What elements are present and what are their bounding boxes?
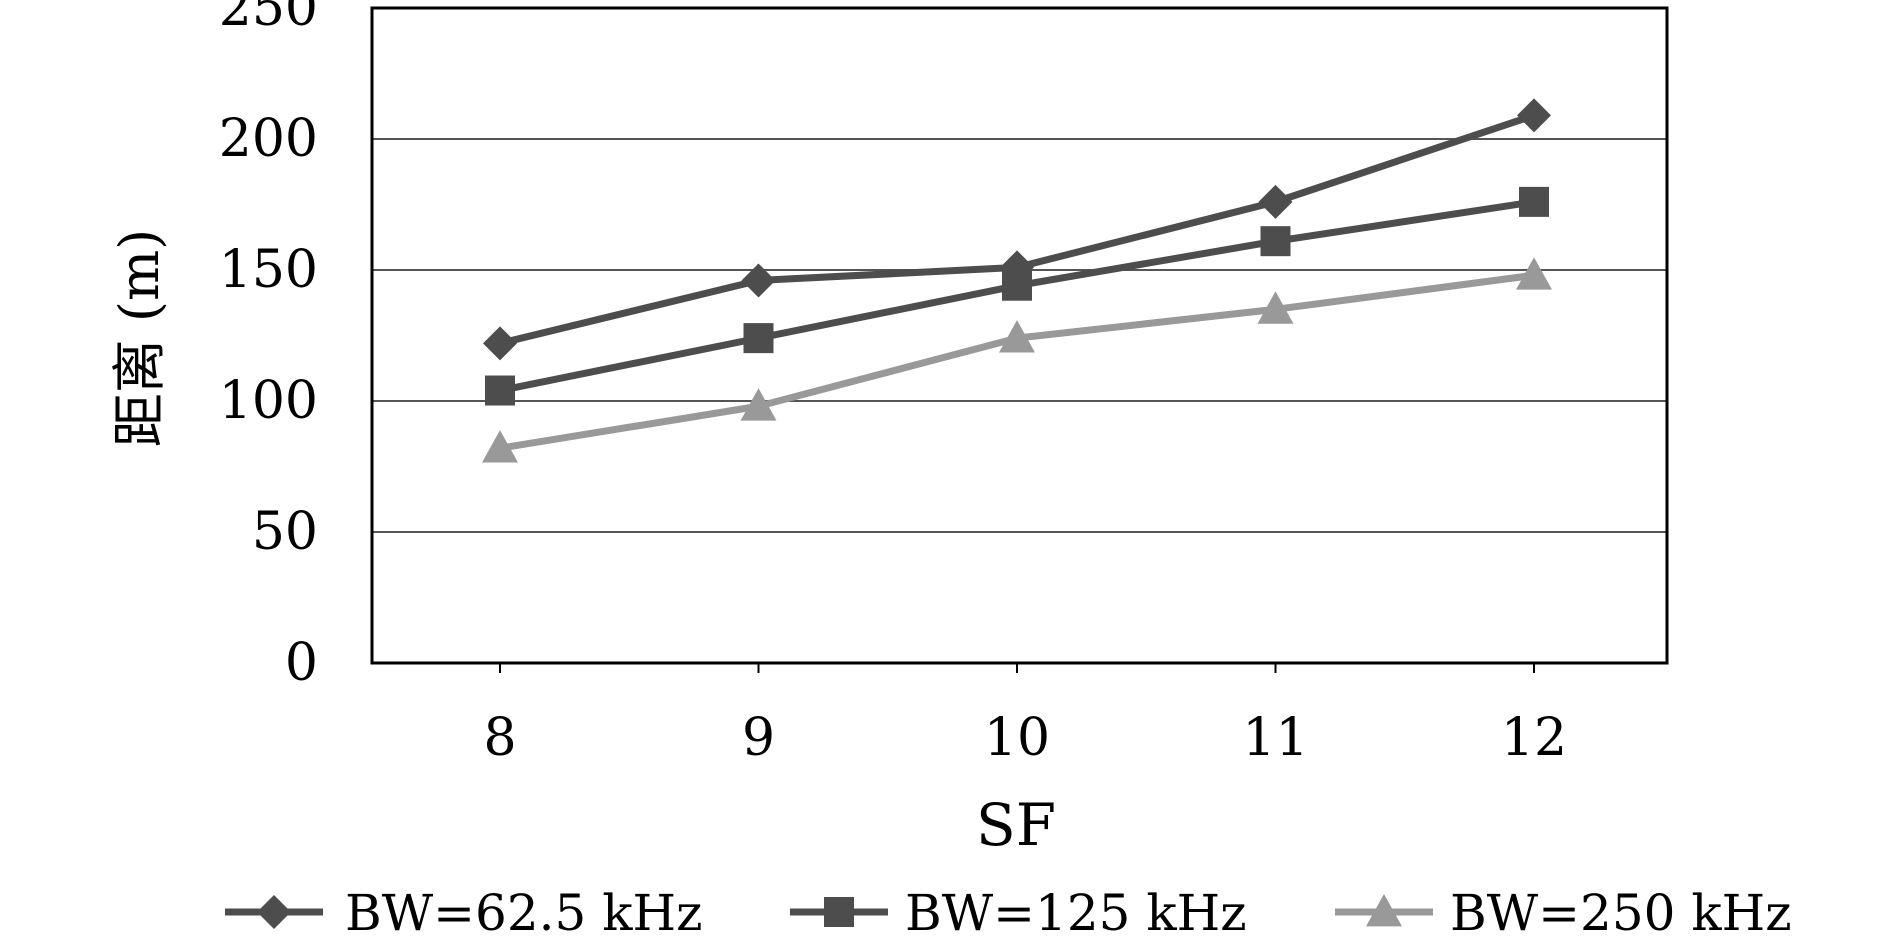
legend-item: BW=250 kHz [1335, 884, 1792, 938]
tick-labels: 0 50 100 150 200 250 8 9 10 11 12 [219, 0, 1567, 768]
y-tick-label: 50 [252, 502, 318, 562]
series-lines [482, 98, 1552, 463]
series-1 [483, 98, 1551, 361]
series-line [499, 112, 1536, 347]
legend-label: BW=62.5 kHz [345, 884, 703, 938]
axes [370, 6, 1669, 673]
y-tick-label: 150 [219, 240, 318, 300]
data-point [743, 323, 774, 354]
legend-label: BW=250 kHz [1450, 884, 1792, 938]
legend-item: BW=62.5 kHz [225, 884, 703, 938]
data-point [740, 388, 777, 421]
y-axis-label: 距离 (m) [108, 229, 171, 448]
data-point [482, 430, 518, 463]
data-point [1002, 270, 1032, 301]
legend: BW=62.5 kHz BW=125 kHz BW=250 kHz [225, 884, 1792, 938]
y-tick-label: 200 [219, 109, 318, 169]
y-tick-label: 250 [219, 0, 318, 38]
data-point [1258, 184, 1293, 219]
data-point [1260, 226, 1291, 257]
legend-item: BW=125 kHz [790, 884, 1247, 938]
data-point [485, 375, 515, 406]
x-tick-label: 12 [1501, 708, 1567, 768]
legend-marker [824, 897, 854, 927]
plot-frame [370, 6, 1669, 665]
legend-label: BW=125 kHz [905, 884, 1247, 938]
x-tick-label: 8 [483, 708, 516, 768]
y-tick-label: 100 [219, 371, 318, 431]
x-axis-label: SF [976, 791, 1056, 859]
legend-marker [1366, 894, 1402, 927]
x-tick-label: 10 [984, 708, 1050, 768]
x-tick-label: 11 [1242, 708, 1308, 768]
data-point [1516, 257, 1552, 290]
y-tick-label: 0 [285, 633, 318, 693]
data-point [741, 263, 776, 298]
series-2 [485, 186, 1549, 406]
data-point [1517, 98, 1551, 133]
data-point [1519, 186, 1549, 217]
series-3 [482, 257, 1552, 463]
x-tick-label: 9 [742, 708, 775, 768]
data-point [1257, 291, 1294, 324]
legend-marker [257, 895, 291, 929]
data-point [483, 326, 517, 361]
data-point [999, 320, 1035, 353]
